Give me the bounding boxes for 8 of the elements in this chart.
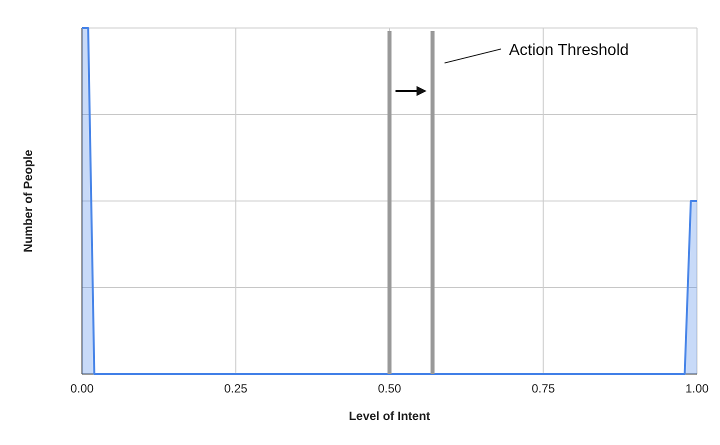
x-tick-label: 0.25 <box>224 382 248 396</box>
x-tick-label: 0.00 <box>70 382 94 396</box>
x-axis-title: Level of Intent <box>348 409 430 423</box>
x-tick-label: 0.50 <box>378 382 402 396</box>
x-tick-label: 0.75 <box>532 382 556 396</box>
y-axis-title: Number of People <box>21 149 35 252</box>
annotation: Action Threshold <box>509 42 629 59</box>
x-tick-label: 1.00 <box>685 382 709 396</box>
